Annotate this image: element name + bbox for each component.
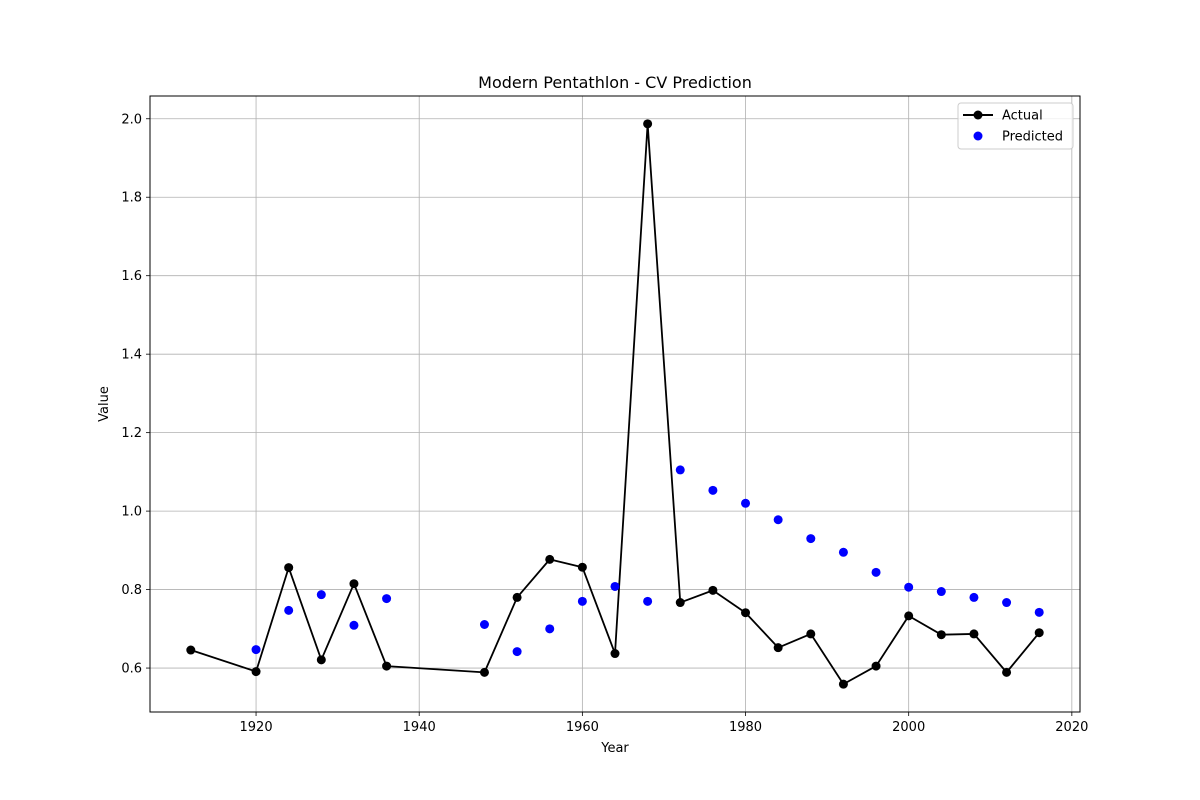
legend-predicted-marker [973,131,983,141]
predicted-point [675,465,685,475]
predicted-point [610,581,620,591]
actual-point [838,679,848,689]
actual-point [610,649,620,659]
axis-ticks: 1920 1940 1960 1980 2000 2020 0.6 0.8 1.0 1.2 1.4 1… [121,112,1088,735]
grid [150,96,1080,712]
predicted-point [545,624,555,634]
y-tick-label: 2.0 [121,112,142,127]
predicted-point [382,594,392,604]
legend-actual-marker [973,110,983,120]
actual-point [577,562,587,572]
actual-point [1034,628,1044,638]
predicted-point [643,596,653,606]
predicted-point [773,515,783,525]
actual-point [186,645,196,655]
actual-series-line [190,122,1040,686]
predicted-point [969,592,979,602]
x-tick-label: 1980 [729,720,762,735]
actual-point [741,608,751,618]
legend: Actual Predicted [957,102,1074,150]
legend-actual-label: Actual [1002,109,1043,124]
actual-point [773,643,783,653]
predicted-point [936,587,946,597]
actual-point [969,629,979,639]
predicted-point [1034,607,1044,617]
predicted-point [251,645,261,655]
y-tick-label: 0.6 [121,662,142,677]
x-tick-label: 1960 [566,720,599,735]
x-tick-label: 1920 [240,720,273,735]
actual-point [382,661,392,671]
actual-point [871,661,881,671]
y-tick-label: 1.6 [121,269,142,284]
y-tick-label: 1.8 [121,191,142,206]
actual-point [512,592,522,602]
predicted-point [1002,598,1012,608]
actual-point [806,629,816,639]
x-axis-label: Year [600,741,629,756]
actual-point [675,598,685,608]
chart-title: Modern Pentathlon - CV Prediction [478,73,752,92]
predicted-point [741,498,751,508]
actual-point [479,667,489,677]
predicted-point [904,582,914,592]
x-tick-label: 2000 [892,720,925,735]
predicted-point [479,620,489,630]
legend-predicted-label: Predicted [1002,130,1063,145]
y-axis-label: Value [97,386,112,422]
predicted-point [806,534,816,544]
predicted-point [284,605,294,615]
actual-point [904,611,914,621]
predicted-point [512,647,522,657]
actual-point [316,655,326,665]
predicted-point [577,596,587,606]
y-tick-label: 0.8 [121,583,142,598]
y-tick-label: 1.4 [121,348,142,363]
y-tick-label: 1.2 [121,426,142,441]
actual-point [936,630,946,640]
actual-point [708,585,718,595]
actual-point [643,119,653,129]
plot-series [186,119,1044,689]
predicted-point [871,567,881,577]
predicted-point [838,547,848,557]
actual-point [251,667,261,677]
x-tick-label: 2020 [1055,720,1088,735]
x-tick-label: 1940 [403,720,436,735]
actual-point [349,579,359,589]
predicted-point [349,620,359,630]
plot-frame [149,95,1081,713]
actual-point [545,554,555,564]
actual-point [1002,667,1012,677]
y-tick-label: 1.0 [121,505,142,520]
actual-point [284,563,294,573]
predicted-point [708,485,718,495]
predicted-point [316,590,326,600]
